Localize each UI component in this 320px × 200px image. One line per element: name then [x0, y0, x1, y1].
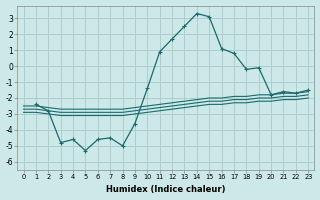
X-axis label: Humidex (Indice chaleur): Humidex (Indice chaleur)	[106, 185, 226, 194]
